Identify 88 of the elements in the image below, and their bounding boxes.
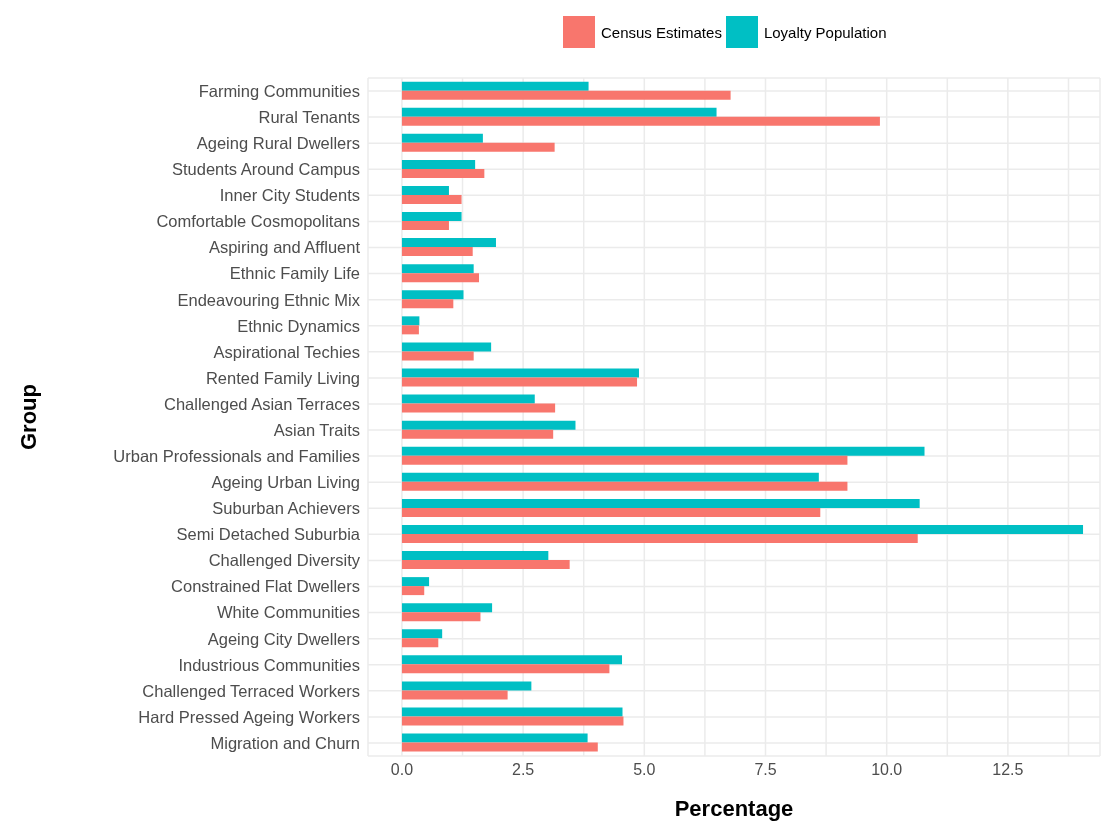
y-tick-label: Challenged Diversity bbox=[208, 551, 361, 570]
y-tick-label: Aspirational Techies bbox=[213, 342, 360, 361]
x-tick-label: 2.5 bbox=[512, 761, 535, 779]
y-tick-label: Industrious Communities bbox=[178, 655, 360, 674]
y-tick-label: Aspiring and Affluent bbox=[208, 238, 361, 257]
bar bbox=[401, 429, 554, 439]
bar bbox=[401, 325, 419, 335]
bar bbox=[401, 586, 425, 596]
bar bbox=[401, 481, 848, 491]
y-tick-label: Students Around Campus bbox=[171, 160, 360, 179]
bar bbox=[401, 290, 464, 300]
bar bbox=[401, 403, 556, 413]
bar bbox=[401, 221, 449, 231]
bar bbox=[401, 316, 420, 326]
bar bbox=[401, 560, 570, 570]
bar bbox=[401, 603, 493, 613]
bar bbox=[401, 455, 848, 465]
bar bbox=[401, 707, 623, 717]
y-tick-label: Ageing Urban Living bbox=[211, 473, 360, 492]
bar bbox=[401, 507, 821, 517]
y-tick-label: Ageing Rural Dwellers bbox=[196, 134, 360, 153]
x-tick-label: 12.5 bbox=[992, 761, 1024, 779]
bar bbox=[401, 238, 496, 248]
bar bbox=[401, 81, 589, 91]
bar bbox=[401, 273, 480, 283]
y-tick-label: Rural Tenants bbox=[258, 107, 360, 126]
y-tick-label: Asian Traits bbox=[273, 420, 360, 439]
bar bbox=[401, 377, 638, 387]
bar bbox=[401, 90, 731, 100]
bar bbox=[401, 577, 430, 587]
y-tick-label: Migration and Churn bbox=[210, 733, 360, 752]
y-tick-label: Comfortable Cosmopolitans bbox=[156, 212, 360, 231]
bar bbox=[401, 212, 462, 222]
y-tick-label: Challenged Terraced Workers bbox=[142, 681, 360, 700]
y-tick-label: Farming Communities bbox=[198, 81, 360, 100]
y-tick-label: Inner City Students bbox=[219, 186, 360, 205]
x-tick-label: 10.0 bbox=[871, 761, 903, 779]
bar bbox=[401, 742, 598, 752]
bar bbox=[401, 394, 535, 404]
bar bbox=[401, 612, 481, 622]
legend-label: Loyalty Population bbox=[763, 23, 887, 41]
x-tick-label: 0.0 bbox=[390, 761, 414, 779]
bar bbox=[401, 655, 623, 665]
bar bbox=[401, 472, 819, 482]
bar bbox=[401, 351, 474, 361]
bar bbox=[401, 533, 918, 543]
y-tick-label: Suburban Achievers bbox=[212, 499, 360, 518]
bar bbox=[401, 498, 920, 508]
y-tick-label: White Communities bbox=[216, 603, 360, 622]
bar bbox=[401, 446, 925, 456]
bar bbox=[401, 551, 549, 561]
bar bbox=[401, 194, 462, 204]
bar bbox=[401, 247, 473, 257]
bar bbox=[401, 716, 624, 726]
bar bbox=[401, 629, 443, 639]
bar bbox=[401, 664, 610, 674]
bar bbox=[401, 420, 576, 430]
x-tick-label: 7.5 bbox=[754, 761, 777, 779]
y-tick-label: Challenged Asian Terraces bbox=[164, 394, 360, 413]
bar bbox=[401, 107, 717, 117]
bar bbox=[401, 681, 532, 691]
bar bbox=[401, 159, 476, 169]
bar bbox=[401, 690, 508, 700]
y-tick-label: Constrained Flat Dwellers bbox=[171, 577, 360, 596]
bar bbox=[401, 133, 483, 143]
bar bbox=[401, 638, 439, 648]
bar bbox=[401, 185, 449, 195]
x-tick-label: 5.0 bbox=[633, 761, 656, 779]
bar bbox=[401, 142, 555, 152]
bar bbox=[401, 264, 474, 274]
bar bbox=[401, 733, 588, 743]
y-tick-label: Semi Detached Suburbia bbox=[176, 525, 361, 544]
y-axis-title: Group bbox=[15, 384, 41, 450]
bar bbox=[401, 116, 880, 126]
bar bbox=[401, 299, 454, 309]
legend-label: Census Estimates bbox=[601, 23, 722, 41]
y-tick-label: Ethnic Family Life bbox=[229, 264, 360, 283]
y-tick-label: Hard Pressed Ageing Workers bbox=[138, 707, 360, 726]
bar bbox=[401, 368, 639, 378]
bar bbox=[401, 168, 485, 178]
y-tick-label: Ageing City Dwellers bbox=[207, 629, 360, 648]
x-axis-title: Percentage bbox=[674, 796, 794, 821]
bar bbox=[401, 342, 492, 352]
bar bbox=[401, 524, 1084, 534]
y-tick-label: Rented Family Living bbox=[205, 368, 360, 387]
y-tick-label: Urban Professionals and Families bbox=[113, 446, 360, 465]
y-tick-label: Ethnic Dynamics bbox=[237, 316, 360, 335]
y-tick-label: Endeavouring Ethnic Mix bbox=[177, 290, 361, 309]
